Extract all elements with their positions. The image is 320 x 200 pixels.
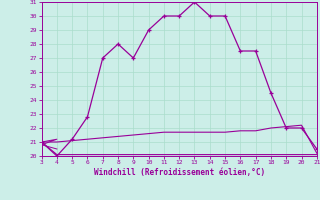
X-axis label: Windchill (Refroidissement éolien,°C): Windchill (Refroidissement éolien,°C) (94, 168, 265, 177)
